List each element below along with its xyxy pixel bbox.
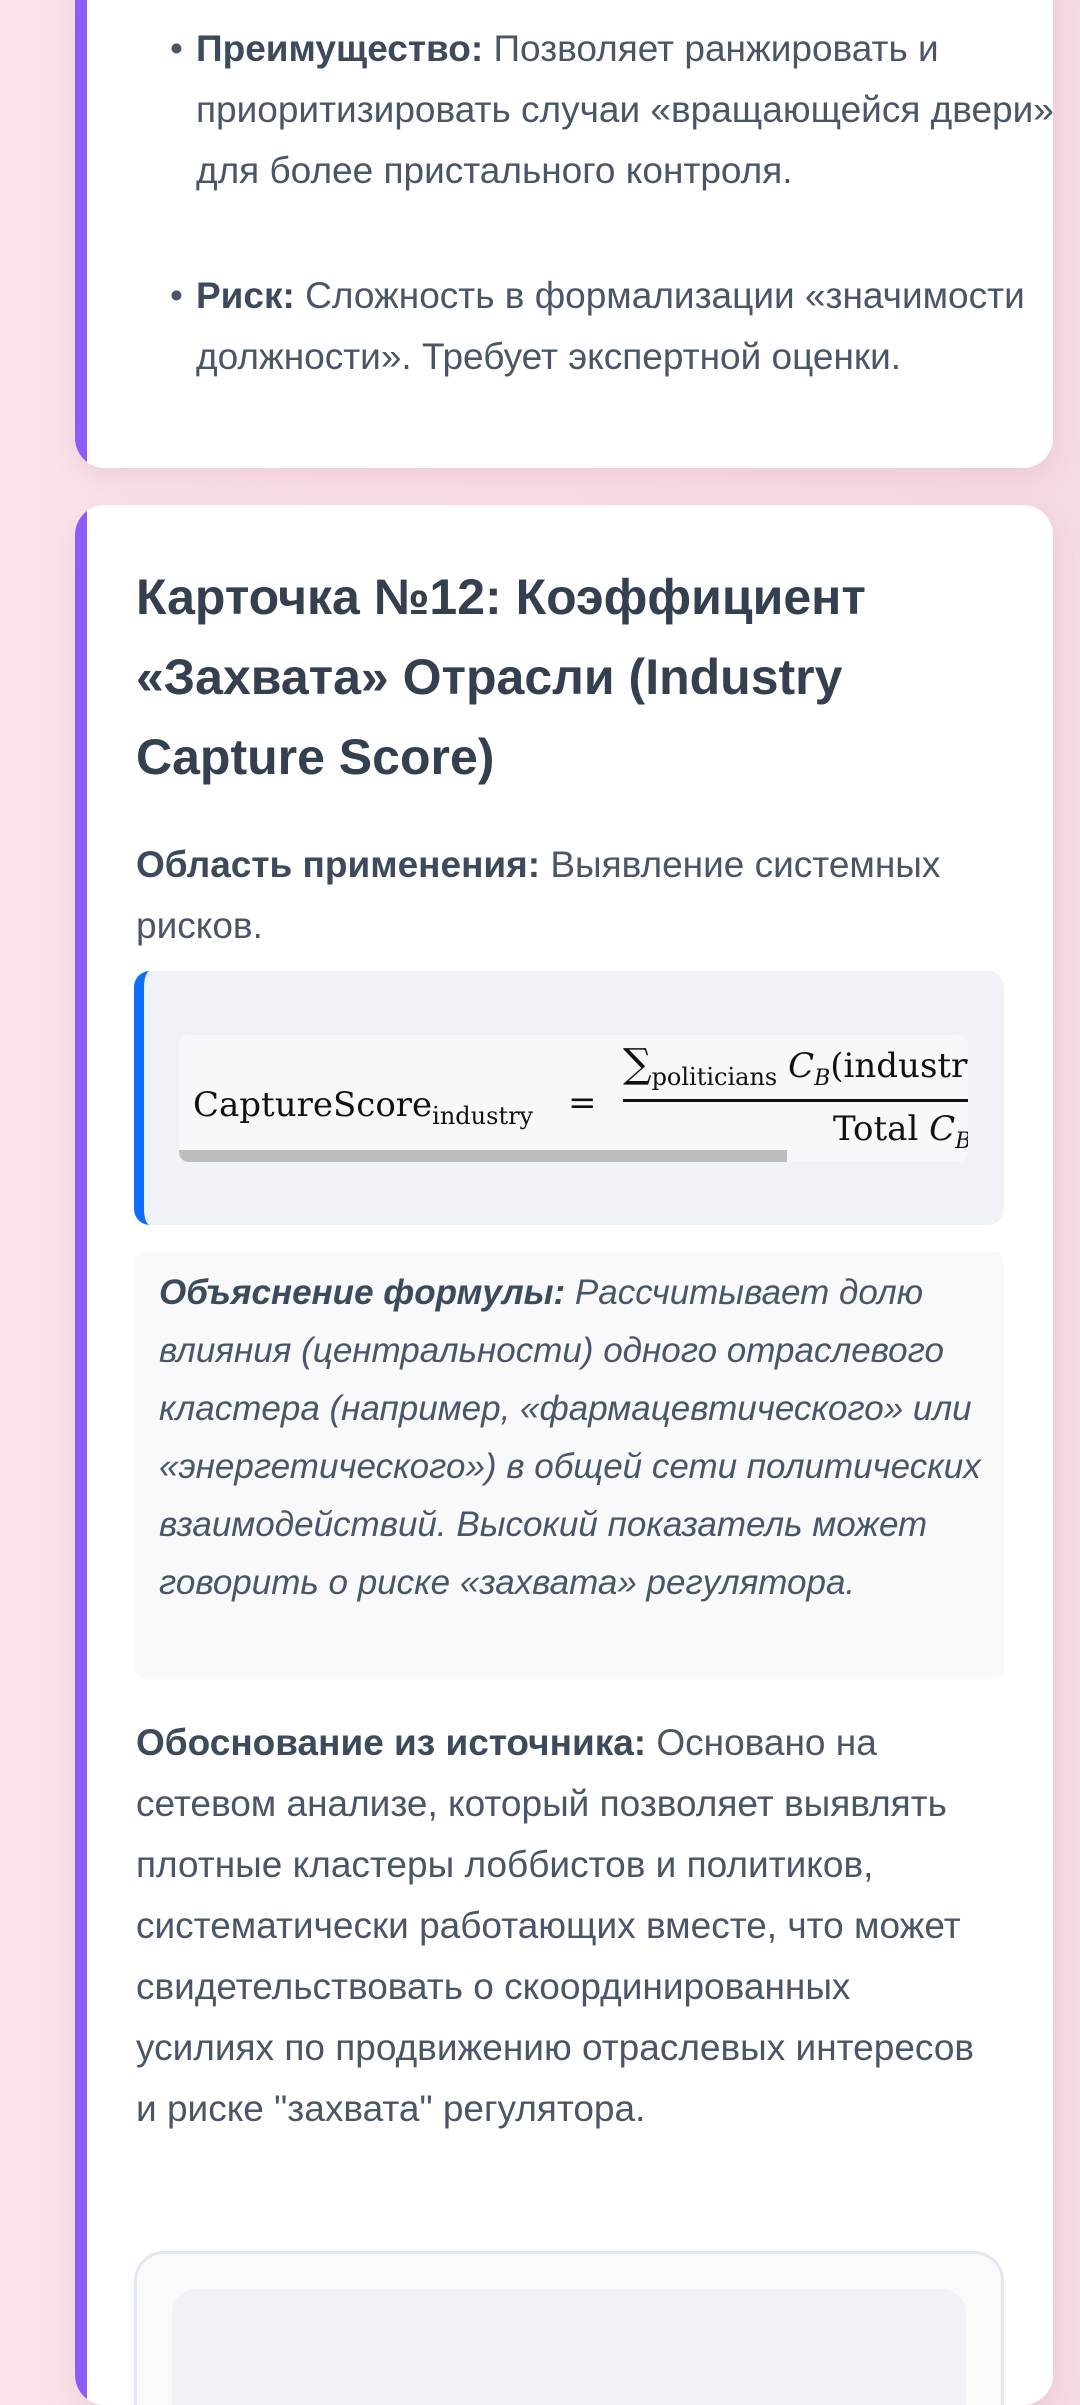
source-justification: Обоснование из источника: Основано на се…: [136, 1722, 975, 2129]
bullet-icon: •: [170, 275, 183, 316]
fraction-bar: [623, 1099, 968, 1102]
list-item: • Риск: Сложность в формализации «значимо…: [170, 265, 1053, 387]
metric-card: Карточка №12: Коэффициент «Захвата» Отра…: [75, 505, 1053, 2405]
formula-scroll-area[interactable]: CaptureScoreindustry = ∑politicians CB(i…: [179, 1035, 968, 1162]
card-title: Карточка №12: Коэффициент «Захвата» Отра…: [136, 569, 866, 785]
horizontal-scrollbar[interactable]: [179, 1150, 787, 1162]
formula-block: CaptureScoreindustry = ∑politicians CB(i…: [134, 971, 1004, 1225]
previous-card: • Преимущество: Позволяет ранжировать и п…: [75, 0, 1053, 468]
nested-block: [134, 2251, 1004, 2405]
list-item: • Преимущество: Позволяет ранжировать и п…: [170, 18, 1053, 201]
formula-explanation: Объяснение формулы: Рассчитывает долю вл…: [134, 1252, 1004, 1678]
nested-inner-block: [172, 2289, 966, 2405]
bullet-icon: •: [170, 28, 183, 69]
scope-text: Область применения: Выявление системных …: [136, 844, 941, 946]
